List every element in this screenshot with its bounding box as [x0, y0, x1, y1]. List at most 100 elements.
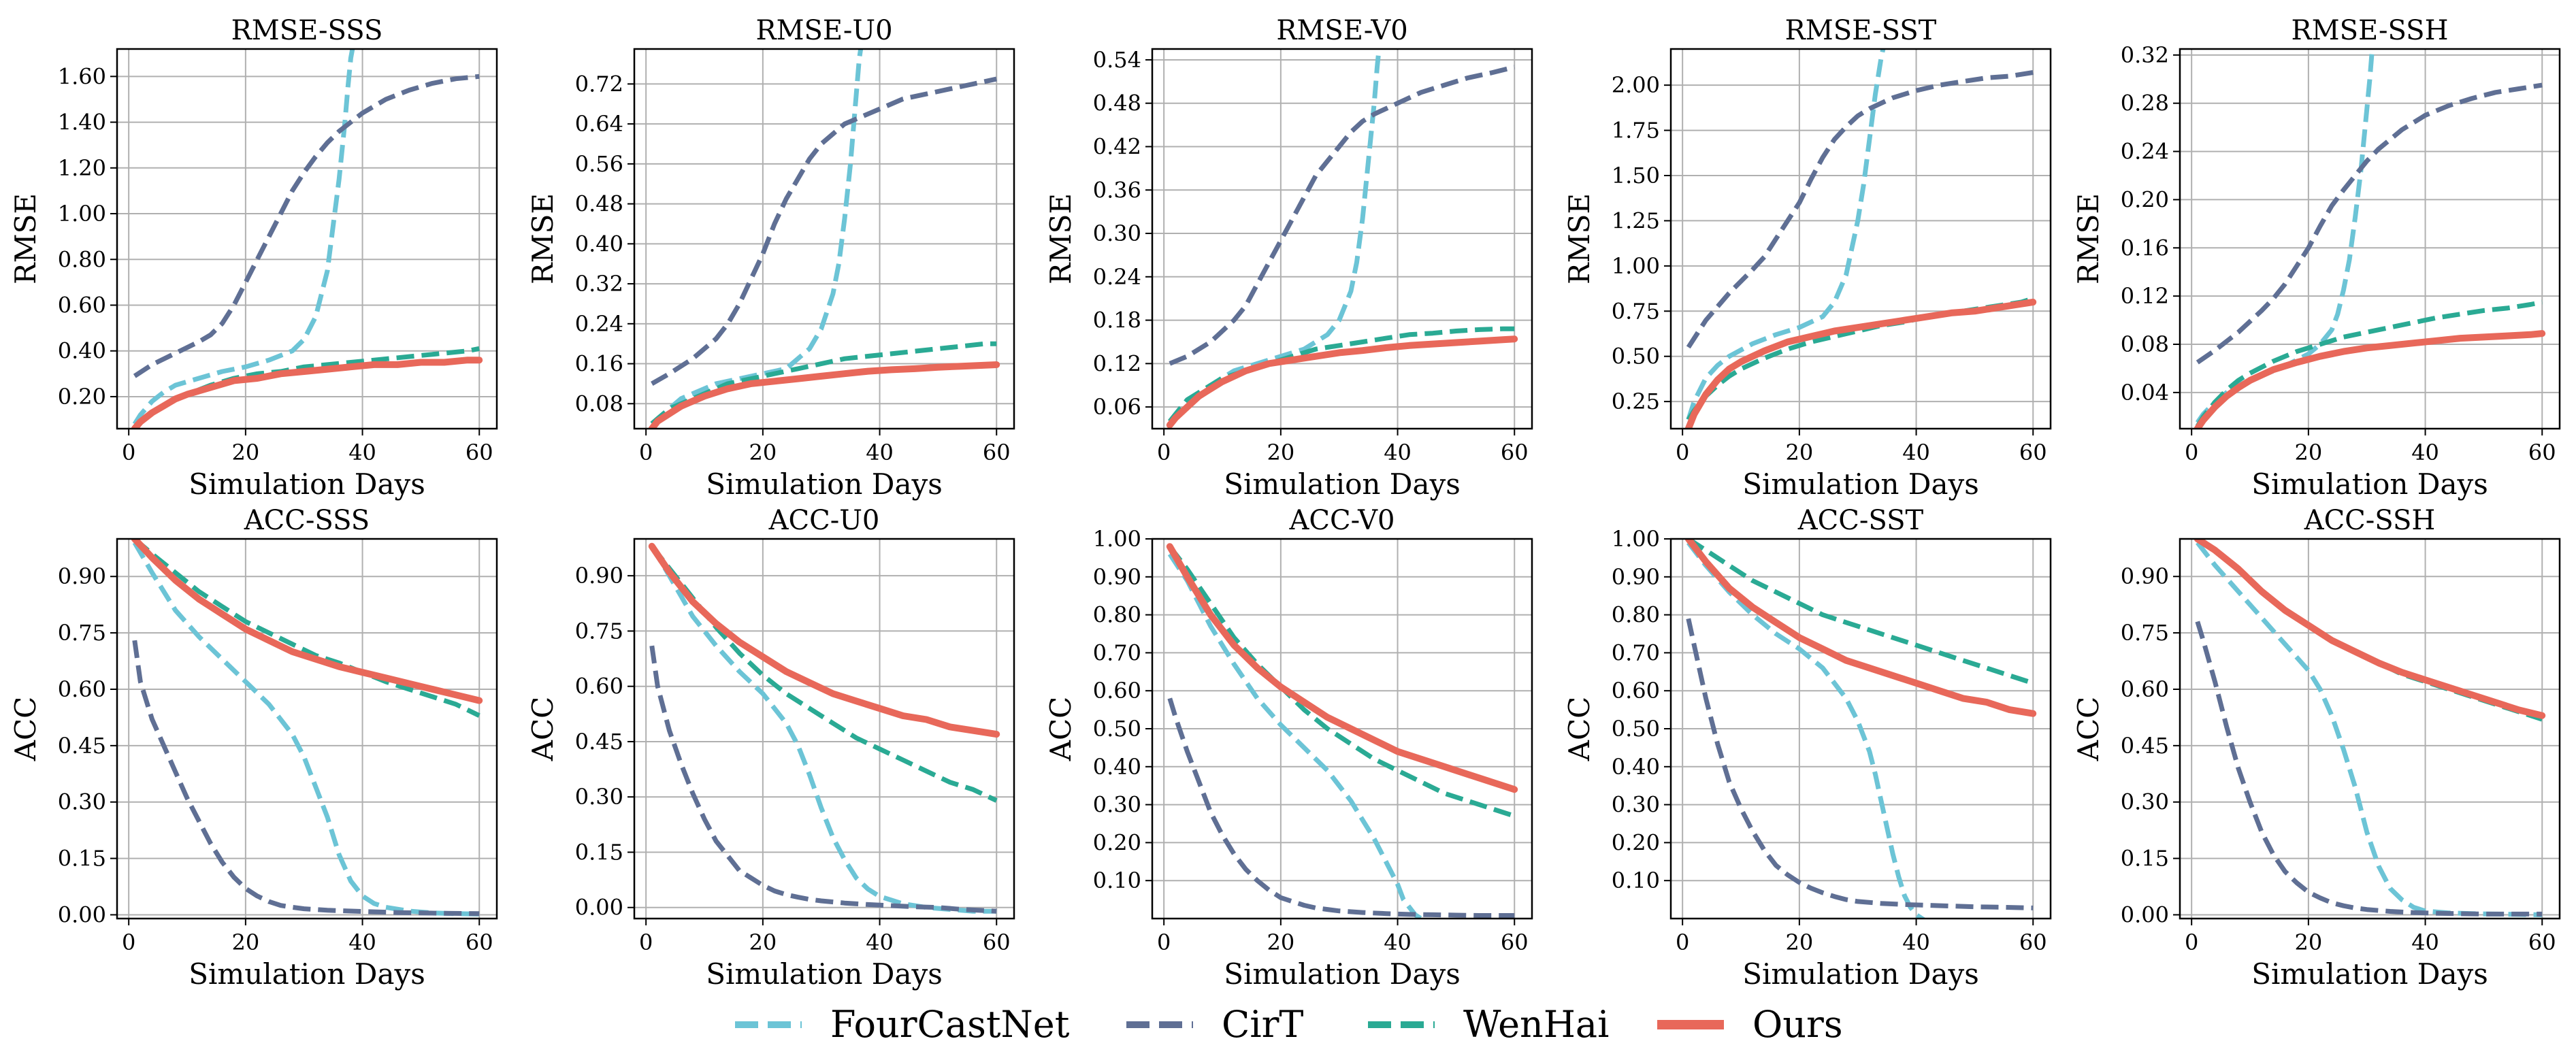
y-tick-label: 0.90 [58, 563, 106, 589]
y-tick-label: 0.28 [2121, 90, 2169, 116]
series-line-wenhai [2195, 299, 2543, 428]
y-tick-label: 0.54 [1093, 47, 1141, 73]
x-tick-label: 0 [1157, 440, 1171, 465]
y-tick-label: 0.15 [575, 839, 623, 865]
x-axis-label: Simulation Days [2251, 467, 2488, 501]
y-tick-label: 0.48 [1093, 90, 1141, 116]
plot-frame [116, 538, 498, 920]
x-tick-label: 20 [749, 440, 777, 465]
y-tick-label: 0.45 [58, 733, 106, 759]
y-tick-label: 0.00 [58, 902, 106, 927]
y-tick-label: 0.10 [1612, 868, 1660, 893]
x-tick-label: 20 [1267, 440, 1295, 465]
y-tick-label: 1.20 [58, 155, 106, 181]
series-line-wenhai [1168, 545, 1516, 819]
y-tick-label: 0.60 [575, 674, 623, 699]
x-tick-label: 0 [1157, 929, 1171, 955]
series-line-ours [648, 361, 1000, 429]
x-axis-label: Simulation Days [189, 467, 425, 501]
y-tick-label: 0.04 [2121, 380, 2169, 406]
x-tick-label: 60 [2019, 929, 2047, 955]
series-line-ours [131, 357, 483, 429]
y-tick-label: 0.45 [575, 729, 623, 755]
series-line-cirt [1686, 70, 2034, 349]
y-tick-label: 0.50 [1612, 344, 1660, 369]
y-tick-label: 0.15 [2121, 846, 2169, 872]
series-line-ours [131, 539, 483, 704]
subplot-title: RMSE-SSH [2292, 15, 2449, 46]
subplot-title: ACC-SSS [244, 505, 370, 536]
x-tick-label: 40 [1384, 440, 1412, 465]
subplot-title: RMSE-V0 [1276, 15, 1407, 46]
x-tick-label: 0 [2185, 929, 2198, 955]
series-line-fourcastnet [132, 49, 355, 426]
y-axis-label: ACC [2072, 697, 2105, 762]
y-tick-label: 1.00 [58, 201, 106, 227]
x-tick-label: 40 [1902, 929, 1930, 955]
y-tick-label: 0.50 [1612, 716, 1660, 742]
series-line-wenhai [1686, 539, 2034, 686]
y-tick-label: 1.00 [1612, 526, 1660, 552]
y-axis-label: ACC [1044, 697, 1077, 762]
series-line-fourcastnet [650, 49, 864, 426]
x-axis-label: Simulation Days [706, 957, 943, 991]
y-tick-label: 1.40 [58, 110, 106, 135]
x-tick-label: 0 [639, 440, 653, 465]
y-tick-label: 0.30 [1093, 792, 1141, 818]
y-tick-label: 0.24 [1093, 264, 1141, 290]
subplot-title: ACC-U0 [768, 505, 880, 536]
legend-item-ours: Ours [1657, 1003, 1843, 1046]
series-line-wenhai [2196, 539, 2543, 722]
plot-frame [1151, 48, 1533, 430]
series-line-fourcastnet [1686, 49, 1886, 420]
y-tick-label: 1.50 [1612, 163, 1660, 188]
chart-legend: FourCastNet CirT WenHai Ours [735, 1003, 1843, 1046]
y-tick-label: 0.36 [1093, 177, 1141, 203]
subplot-rmse-sst: 0 20 40 60 0.25 0.50 0.75 1.00 1.25 1.50 1.75 2.00 R… [1563, 15, 2052, 501]
x-tick-label: 40 [2411, 440, 2439, 465]
y-tick-label: 1.75 [1612, 118, 1660, 144]
y-tick-label: 0.40 [1612, 754, 1660, 780]
y-tick-label: 0.80 [58, 246, 106, 272]
subplot-acc-u0: 0 20 40 60 0.00 0.15 0.30 0.45 0.60 0.75 0.90 ACC-U… [526, 505, 1015, 991]
y-tick-label: 0.60 [58, 292, 106, 318]
series-line-cirt [1167, 697, 1515, 918]
series-line-ours [648, 542, 1000, 738]
y-tick-label: 0.00 [2121, 902, 2169, 927]
x-tick-label: 0 [1676, 929, 1689, 955]
y-tick-label: 0.16 [2121, 235, 2169, 261]
x-tick-label: 40 [866, 440, 894, 465]
y-tick-label: 0.90 [1612, 564, 1660, 590]
y-tick-label: 0.42 [1093, 133, 1141, 159]
x-tick-label: 0 [639, 929, 653, 955]
series-line-wenhai [650, 341, 997, 426]
series-line-cirt [132, 640, 480, 917]
x-tick-label: 0 [122, 440, 135, 465]
y-tick-label: 0.12 [2121, 283, 2169, 309]
subplot-title: ACC-SST [1797, 505, 1924, 536]
y-tick-label: 0.24 [2121, 139, 2169, 165]
x-axis-label: Simulation Days [1224, 957, 1461, 991]
y-tick-label: 0.60 [1093, 678, 1141, 704]
x-tick-label: 40 [348, 929, 376, 955]
series-line-cirt [651, 76, 997, 386]
y-tick-label: 0.70 [1612, 640, 1660, 665]
y-tick-label: 0.80 [1612, 602, 1660, 628]
x-tick-label: 0 [2185, 440, 2198, 465]
plot-frame [116, 48, 498, 430]
y-tick-label: 0.18 [1093, 308, 1141, 333]
subplot-acc-v0: 0 20 40 60 0.10 0.20 0.30 0.40 0.50 0.60 0.70 0.80 0… [1044, 505, 1533, 991]
x-tick-label: 60 [2528, 440, 2556, 465]
panels-group: 0 20 40 60 0.20 0.40 0.60 0.80 1.00 1.20 1.40 1.60 R… [9, 15, 2561, 991]
y-tick-label: 0.30 [575, 784, 623, 810]
x-axis-label: Simulation Days [1742, 957, 1979, 991]
y-tick-label: 0.08 [2121, 331, 2169, 357]
x-tick-label: 60 [2528, 929, 2556, 955]
subplot-rmse-ssh: 0 20 40 60 0.04 0.08 0.12 0.16 0.20 0.24 0.28 0.32 R… [2072, 15, 2561, 501]
x-tick-label: 20 [2295, 440, 2323, 465]
x-tick-label: 20 [749, 929, 777, 955]
y-tick-label: 0.08 [575, 391, 623, 416]
y-tick-label: 0.40 [575, 231, 623, 257]
legend-label: CirT [1222, 1003, 1303, 1046]
y-tick-label: 0.24 [575, 311, 623, 337]
